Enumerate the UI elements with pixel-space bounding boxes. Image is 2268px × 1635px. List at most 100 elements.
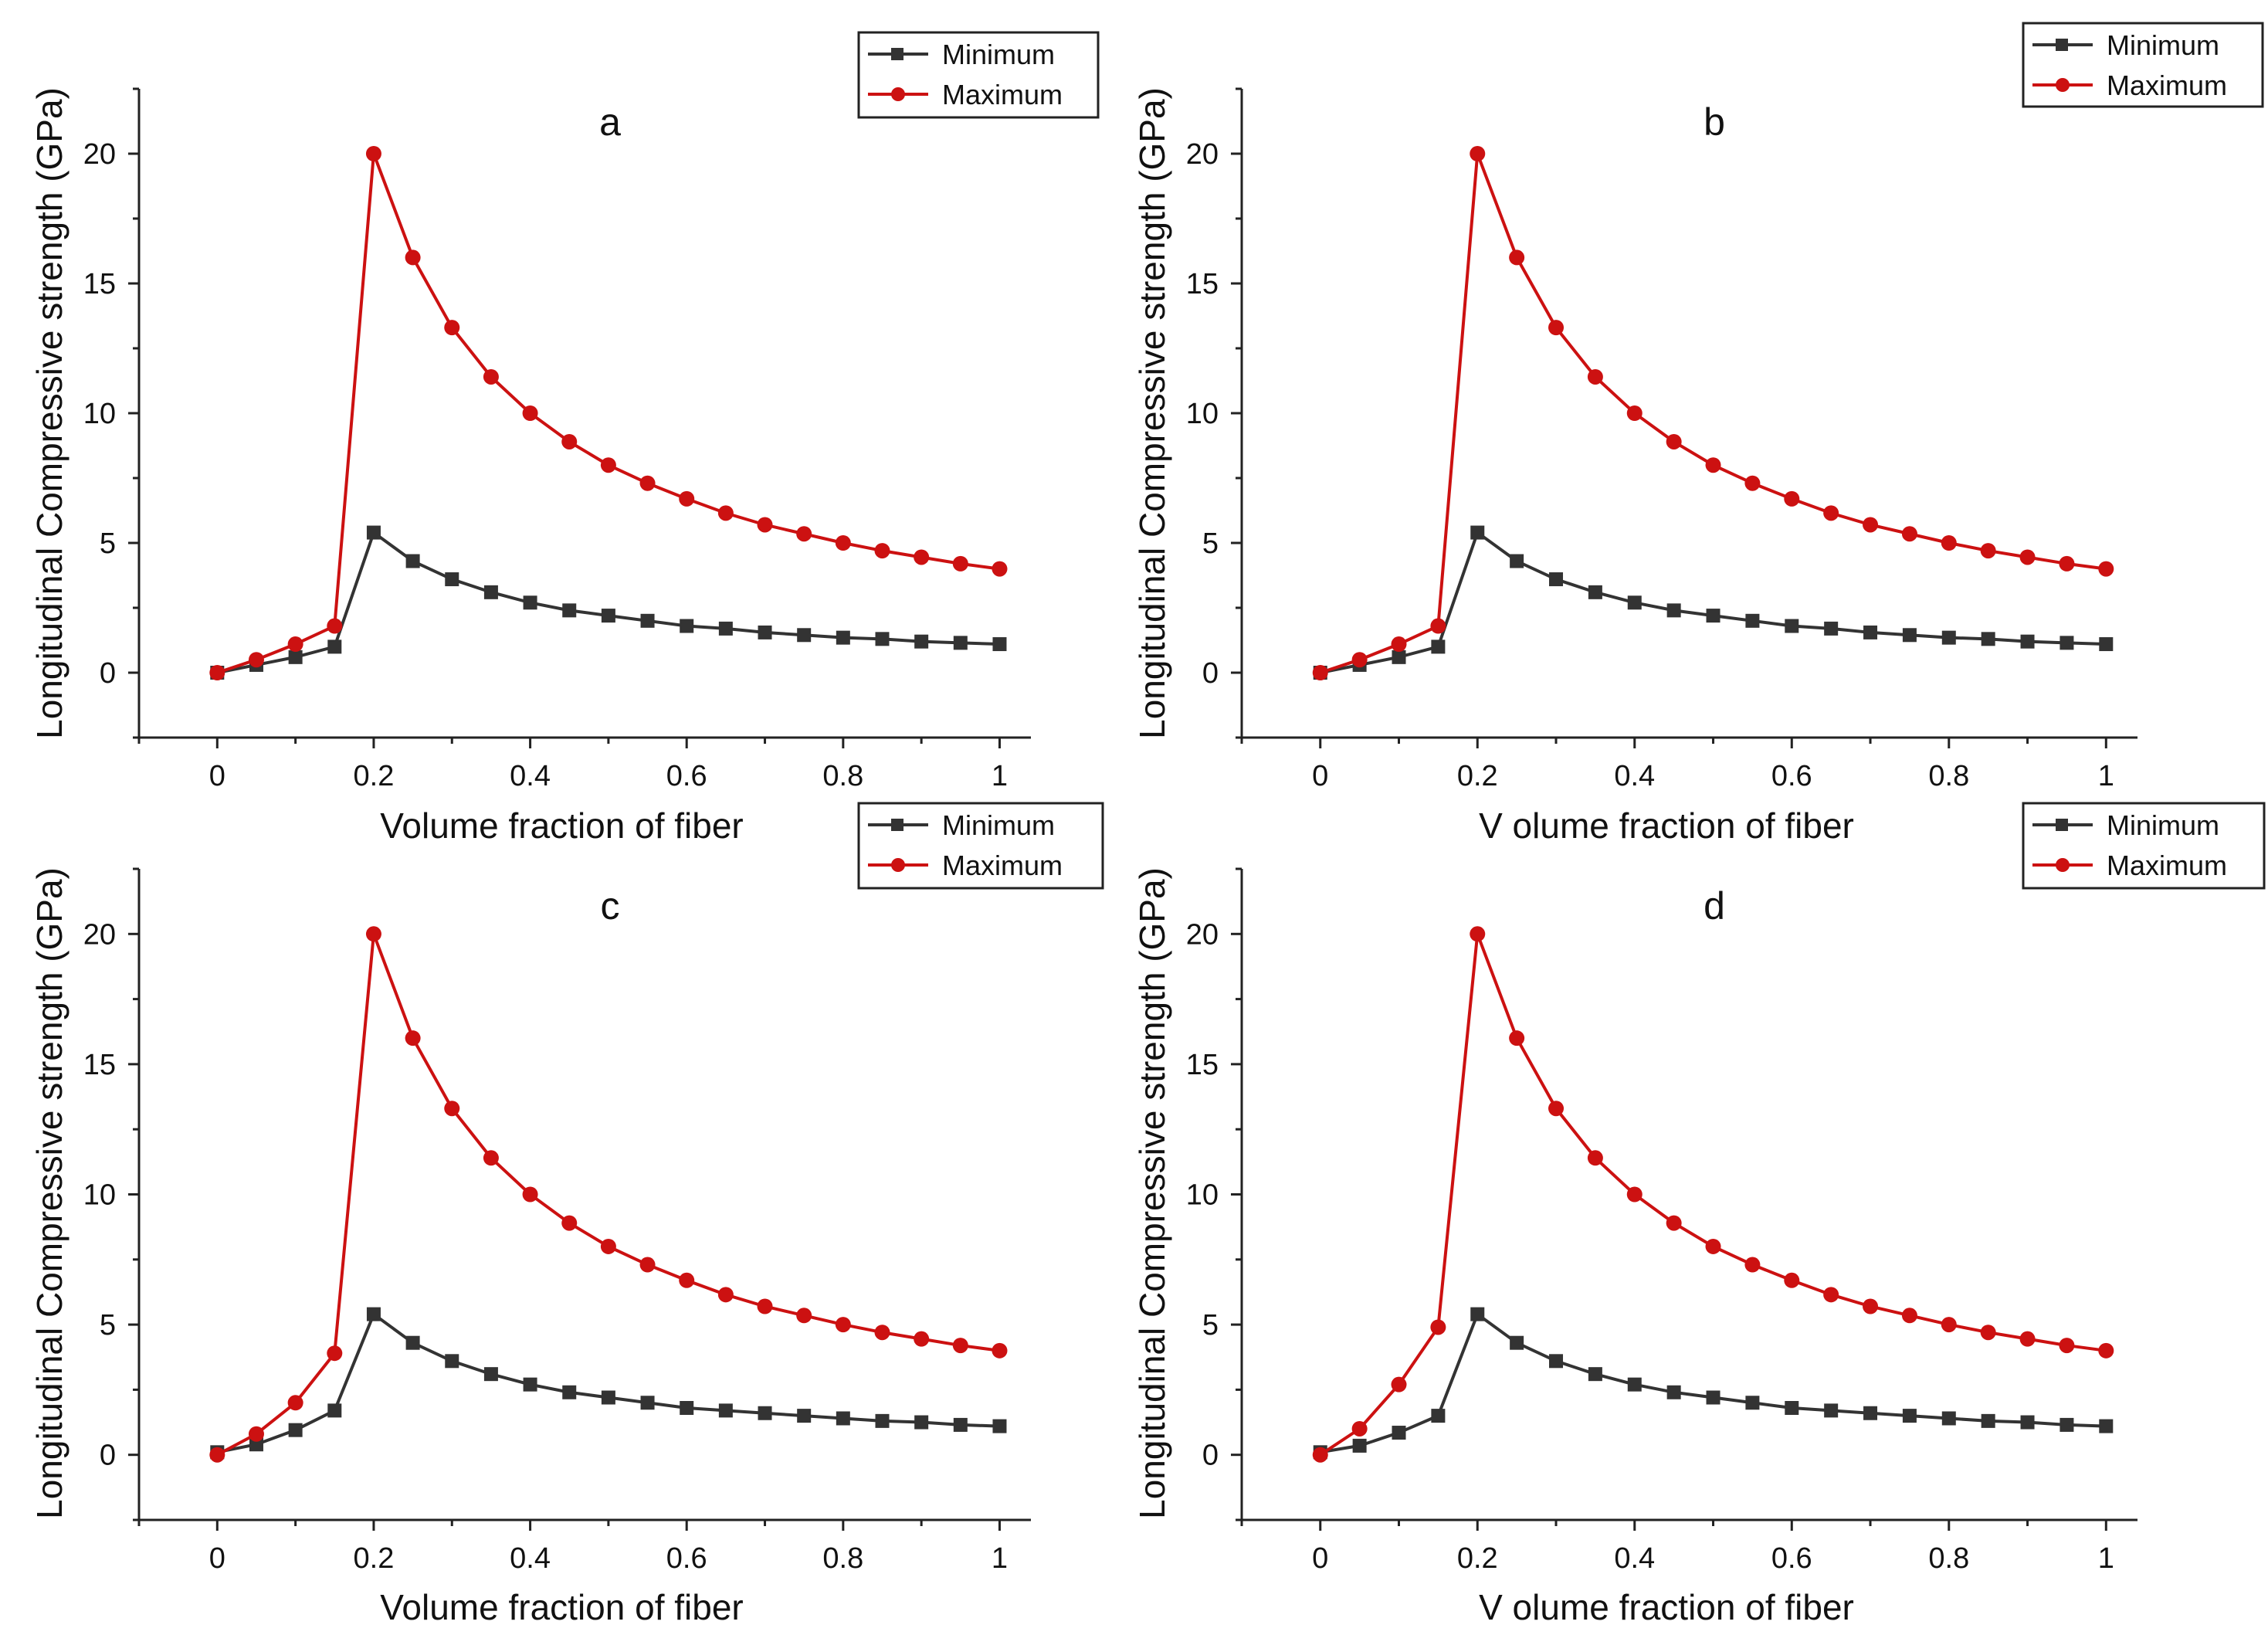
data-point-maximum [914, 1331, 930, 1347]
data-point-maximum [483, 1150, 499, 1166]
x-tick-label: 0.4 [1614, 760, 1655, 792]
data-point-maximum [1351, 1420, 1368, 1437]
data-point-minimum [640, 1396, 655, 1410]
y-axis-title: Longitudinal Compressive strength (GPa) [1132, 87, 1172, 739]
series-line-maximum [216, 933, 1000, 1457]
data-point-minimum [2099, 637, 2114, 652]
data-point-minimum [445, 572, 459, 587]
data-point-maximum [1391, 636, 1407, 653]
data-point-maximum [1744, 1257, 1761, 1273]
data-point-maximum [1863, 517, 1879, 533]
series-maximum [209, 926, 1008, 1463]
data-point-minimum [836, 1411, 850, 1426]
data-point-maximum [287, 636, 303, 653]
data-point-minimum [718, 1403, 733, 1418]
data-point-minimum [1902, 628, 1917, 643]
panel-letter: a [599, 100, 621, 144]
legend: Minimum Maximum [857, 31, 1100, 119]
x-tick-label: 0.6 [666, 760, 707, 792]
data-point-maximum [405, 249, 421, 266]
x-axis-title: V olume fraction of fiber [1479, 1587, 1854, 1627]
data-point-maximum [952, 555, 968, 572]
data-point-minimum [680, 619, 694, 633]
data-point-maximum [1705, 1238, 1721, 1254]
data-point-maximum [600, 457, 616, 473]
data-point-minimum [405, 1335, 420, 1350]
data-point-maximum [2019, 549, 2036, 565]
x-tick-label: 0.8 [1928, 1542, 1969, 1575]
x-tick-label: 0 [1312, 1542, 1328, 1575]
panel-letter: d [1704, 884, 1725, 928]
data-point-maximum [1784, 1272, 1800, 1288]
legend-label-minimum: Minimum [942, 809, 1055, 841]
data-point-minimum [680, 1401, 694, 1416]
legend-marker-minimum [891, 819, 903, 831]
data-point-minimum [1510, 554, 1524, 568]
data-point-maximum [248, 652, 264, 668]
y-axis-title: Longitudinal Compressive strength (GPa) [29, 867, 69, 1519]
data-point-maximum [1509, 249, 1525, 266]
y-tick-label: 15 [1186, 1049, 1219, 1081]
data-point-maximum [914, 549, 930, 565]
y-tick-label: 10 [83, 398, 116, 430]
x-tick-label: 1 [2098, 1542, 2114, 1575]
data-point-minimum [445, 1354, 459, 1369]
data-point-maximum [2059, 1338, 2075, 1354]
data-point-minimum [1549, 1354, 1564, 1369]
data-point-minimum [875, 1413, 890, 1428]
data-point-minimum [1627, 595, 1642, 610]
legend-marker-maximum [2056, 858, 2070, 872]
series-line-maximum [1320, 153, 2107, 674]
data-point-maximum [1548, 320, 1565, 336]
data-point-maximum [2098, 1342, 2114, 1359]
data-point-minimum [1666, 1385, 1681, 1399]
data-point-minimum [875, 632, 890, 646]
data-point-maximum [1470, 926, 1486, 942]
data-point-minimum [1588, 585, 1602, 599]
legend-label-maximum: Maximum [2107, 70, 2227, 101]
data-point-maximum [1626, 1186, 1643, 1203]
data-point-minimum [366, 525, 381, 540]
data-point-minimum [2060, 1417, 2074, 1432]
series-line-maximum [1319, 933, 2107, 1457]
x-tick-label: 0.8 [822, 760, 863, 792]
legend-label-minimum: Minimum [2107, 809, 2219, 841]
data-point-minimum [758, 1406, 772, 1420]
data-point-minimum [1431, 1409, 1446, 1423]
data-point-minimum [914, 1415, 929, 1430]
data-point-maximum [209, 665, 225, 680]
x-tick-label: 1 [2098, 760, 2114, 792]
data-point-minimum [405, 554, 420, 568]
data-point-maximum [1666, 1215, 1682, 1231]
data-point-maximum [796, 526, 812, 542]
data-point-minimum [1981, 632, 1995, 646]
y-tick-label: 10 [83, 1179, 116, 1212]
data-point-minimum [1941, 1411, 1956, 1426]
data-point-maximum [1901, 526, 1917, 542]
x-axis-title: V olume fraction of fiber [1479, 806, 1854, 846]
data-point-minimum [2099, 1419, 2114, 1433]
data-point-maximum [561, 1215, 578, 1231]
data-point-maximum [639, 475, 656, 491]
data-point-minimum [601, 609, 615, 623]
data-point-maximum [1391, 1376, 1407, 1392]
data-point-maximum [952, 1338, 968, 1354]
data-point-maximum [522, 405, 538, 421]
legend-label-maximum: Maximum [942, 850, 1063, 881]
data-point-maximum [757, 1298, 773, 1314]
data-point-minimum [288, 650, 303, 664]
data-point-minimum [1941, 630, 1956, 645]
data-point-minimum [718, 621, 733, 636]
data-point-minimum [1863, 625, 1878, 639]
data-point-minimum [1785, 619, 1799, 633]
x-tick-label: 0.8 [1928, 760, 1969, 792]
data-point-maximum [1823, 505, 1839, 521]
data-point-minimum [366, 1307, 381, 1321]
x-tick-label: 0.4 [510, 760, 551, 792]
y-tick-label: 5 [1202, 527, 1219, 560]
data-point-minimum [249, 1437, 263, 1452]
